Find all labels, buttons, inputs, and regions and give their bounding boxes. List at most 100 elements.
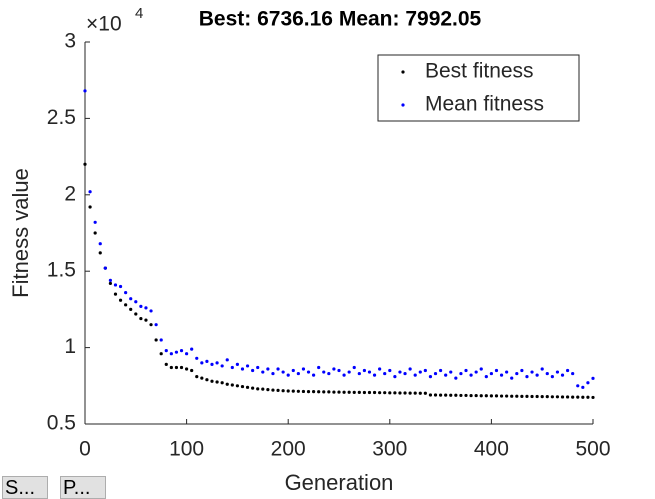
data-point — [317, 390, 321, 394]
data-point — [159, 352, 163, 356]
data-point — [581, 385, 585, 389]
data-point — [550, 395, 554, 399]
data-point — [347, 390, 351, 394]
data-point — [499, 373, 504, 377]
data-point — [372, 373, 377, 377]
data-point — [530, 394, 534, 399]
data-point — [215, 361, 219, 365]
data-point — [108, 278, 112, 282]
data-point — [428, 375, 433, 379]
y-tick-label: 1.5 — [47, 259, 76, 282]
data-point — [489, 394, 493, 398]
data-point — [205, 378, 209, 382]
data-point — [276, 388, 280, 392]
data-point — [560, 373, 565, 377]
data-point — [306, 370, 311, 374]
data-point — [129, 297, 133, 301]
data-point — [418, 370, 422, 374]
data-point — [337, 390, 341, 394]
data-point — [327, 371, 331, 376]
data-point — [256, 365, 260, 370]
data-point — [124, 303, 128, 307]
data-point — [469, 393, 473, 398]
data-point — [200, 361, 204, 365]
data-point — [545, 395, 549, 399]
data-point — [423, 391, 427, 395]
legend-marker — [401, 70, 405, 74]
data-point — [113, 283, 118, 287]
data-point — [586, 381, 590, 385]
data-point — [372, 390, 377, 395]
data-point — [555, 370, 560, 374]
x-axis-label: Generation — [285, 470, 394, 495]
data-point — [515, 371, 519, 376]
data-point — [357, 371, 361, 376]
data-point — [134, 312, 138, 316]
data-point — [225, 358, 229, 362]
data-point — [139, 304, 143, 308]
data-point — [388, 368, 392, 373]
chart-title: Best: 6736.16 Mean: 7992.05 — [199, 8, 482, 31]
data-point — [393, 375, 397, 379]
data-point — [164, 349, 168, 353]
data-point — [428, 393, 433, 397]
data-point — [494, 368, 499, 373]
data-point — [245, 385, 250, 389]
legend-label: Best fitness — [425, 60, 534, 83]
data-point — [571, 371, 575, 376]
data-point — [129, 307, 133, 311]
data-point — [525, 394, 529, 398]
data-point — [83, 89, 87, 93]
data-point — [179, 349, 184, 353]
data-point — [210, 362, 214, 367]
data-point — [230, 365, 234, 370]
button[interactable]: S... — [2, 476, 48, 499]
data-point — [220, 364, 224, 368]
data-point — [464, 368, 468, 373]
data-point — [251, 368, 255, 373]
data-point — [535, 373, 539, 377]
data-point — [520, 368, 524, 373]
data-point — [439, 393, 443, 397]
data-point — [337, 368, 341, 373]
data-point — [169, 352, 173, 356]
y-multiplier-power: 4 — [135, 5, 143, 22]
data-point — [474, 370, 478, 374]
data-point — [367, 370, 372, 374]
data-point — [484, 375, 488, 379]
data-point — [571, 395, 575, 399]
data-point — [586, 395, 590, 399]
data-point — [220, 381, 224, 385]
data-point — [560, 395, 565, 399]
data-point — [454, 393, 458, 397]
data-point — [149, 323, 153, 327]
data-point — [225, 382, 229, 386]
data-point — [281, 370, 285, 374]
data-point — [210, 379, 214, 383]
data-point — [291, 389, 295, 393]
button[interactable]: P... — [60, 476, 106, 499]
data-point — [154, 338, 158, 342]
data-point — [484, 394, 488, 398]
data-point — [245, 364, 250, 368]
data-point — [174, 350, 179, 354]
data-point — [312, 390, 316, 394]
data-point — [489, 371, 493, 376]
data-point — [591, 376, 595, 380]
data-point — [271, 371, 275, 376]
data-point — [383, 371, 387, 376]
data-point — [271, 388, 275, 392]
data-point — [449, 370, 453, 374]
data-point — [433, 393, 438, 397]
data-point — [362, 368, 366, 373]
y-multiplier: ×10 — [86, 13, 122, 36]
data-point — [367, 390, 372, 395]
legend-box — [377, 54, 580, 122]
data-point — [566, 395, 570, 399]
data-point — [98, 242, 102, 246]
data-point — [83, 162, 87, 166]
data-point — [261, 370, 265, 374]
y-tick-label: 0.5 — [47, 412, 76, 435]
